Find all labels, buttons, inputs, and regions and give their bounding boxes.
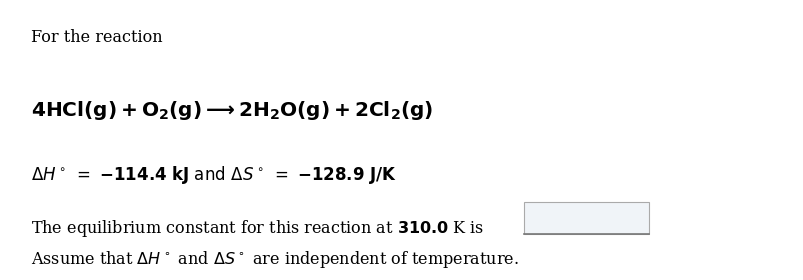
- Text: $\mathbf{4HCl(g) + O_2(g){\longrightarrow}2H_2O(g) + 2Cl_2(g)}$: $\mathbf{4HCl(g) + O_2(g){\longrightarro…: [31, 99, 433, 122]
- Text: $\Delta H^\circ$ $=$ $\mathbf{-114.4\ kJ}$$\ \mathrm{and}\ $$\Delta S^\circ$ $=$: $\Delta H^\circ$ $=$ $\mathbf{-114.4\ kJ…: [31, 164, 396, 186]
- Text: The equilibrium constant for this reaction at $\mathbf{310.0}$ K is: The equilibrium constant for this reacti…: [31, 218, 483, 239]
- Text: Assume that $\Delta H^\circ$ and $\Delta S^\circ$ are independent of temperature: Assume that $\Delta H^\circ$ and $\Delta…: [31, 249, 518, 270]
- Text: For the reaction: For the reaction: [31, 29, 162, 46]
